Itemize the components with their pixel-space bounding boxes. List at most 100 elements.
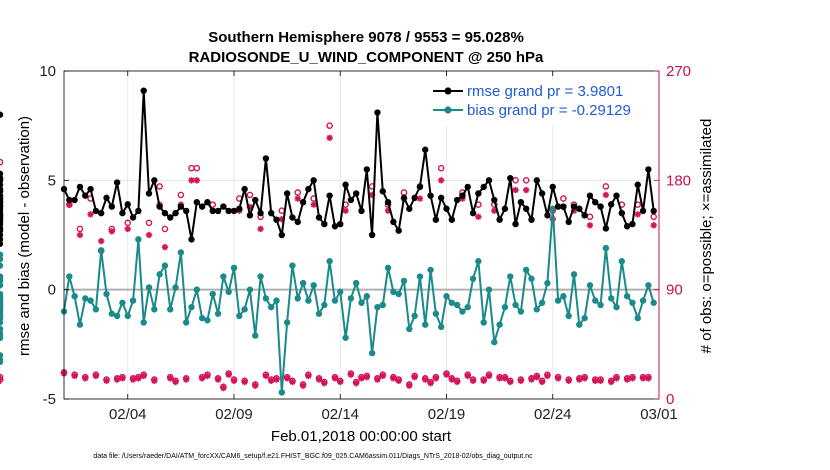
rmse-point xyxy=(645,166,652,173)
rmse-point xyxy=(337,220,344,228)
y-tick-label: 0 xyxy=(48,282,56,299)
bias-point xyxy=(507,273,514,280)
rmse-point xyxy=(565,218,572,226)
obs-assimilated-stroke xyxy=(475,213,482,220)
bias-point xyxy=(634,314,641,322)
rmse-point xyxy=(592,199,599,206)
obs-assimilated-stroke xyxy=(539,379,545,385)
bias-point xyxy=(379,301,386,309)
rmse-point xyxy=(0,185,4,193)
bias-point xyxy=(400,277,408,285)
obs-assimilated-stroke xyxy=(592,377,599,384)
obs-assimilated-marker xyxy=(273,376,280,383)
rmse-point xyxy=(278,231,286,239)
rmse-point xyxy=(586,192,594,199)
bias-point xyxy=(512,301,519,309)
obs-assimilated-stroke xyxy=(135,375,142,382)
bias-point xyxy=(544,279,551,287)
bias-point xyxy=(352,279,360,287)
rmse-point xyxy=(411,194,418,202)
bias-point xyxy=(151,306,158,313)
rmse-point xyxy=(469,209,477,217)
bias-point xyxy=(289,262,296,269)
obs-assimilated-stroke xyxy=(502,375,508,382)
bias-point xyxy=(66,273,73,280)
rmse-point xyxy=(0,111,4,118)
bias-point xyxy=(650,299,657,306)
rmse-point xyxy=(538,190,546,197)
obs-assimilated-marker xyxy=(342,207,349,214)
rmse-point xyxy=(406,205,413,212)
obs-assimilated-stroke xyxy=(406,382,413,389)
obs-assimilated-marker xyxy=(262,372,270,380)
chart-title: Southern Hemisphere 9078 / 9553 = 95.028… xyxy=(208,29,524,46)
bias-point xyxy=(363,293,371,300)
obs-assimilated-stroke xyxy=(624,376,630,383)
rmse-point xyxy=(358,207,365,215)
bias-point xyxy=(448,299,456,306)
obs-assimilated-stroke xyxy=(640,375,646,382)
obs-assimilated-stroke xyxy=(379,373,386,379)
bias-point xyxy=(172,284,179,291)
obs-assimilated-stroke xyxy=(268,377,274,384)
obs-assimilated-marker xyxy=(422,376,429,383)
bias-point xyxy=(623,293,631,300)
rmse-point xyxy=(416,183,424,191)
rmse-point xyxy=(177,203,185,210)
rmse-point xyxy=(82,192,89,199)
obs-assimilated-stroke xyxy=(194,177,200,184)
bias-point xyxy=(119,299,126,306)
obs-assimilated-marker xyxy=(623,376,631,383)
bias-point xyxy=(384,264,392,271)
obs-assimilated-marker xyxy=(597,377,604,384)
rmse-point xyxy=(437,194,445,202)
bias-point xyxy=(0,275,4,282)
obs-possible-marker xyxy=(177,191,185,199)
bias-point xyxy=(262,295,270,302)
legend: rmse grand pr = 3.9801 bias grand pr = -… xyxy=(428,80,652,126)
rmse-point xyxy=(618,209,626,217)
rmse-point xyxy=(0,192,4,199)
bias-point xyxy=(337,288,344,296)
rmse-point xyxy=(326,192,333,199)
rmse-point xyxy=(480,183,487,191)
obs-assimilated-marker xyxy=(427,380,434,387)
obs-assimilated-stroke xyxy=(629,375,636,382)
rmse-point xyxy=(607,201,615,208)
obs-possible-marker xyxy=(650,213,657,221)
bias-point xyxy=(517,308,525,315)
rmse-point xyxy=(512,220,519,228)
bias-point xyxy=(92,306,100,313)
legend-rmse-marker xyxy=(444,87,452,95)
bias-point xyxy=(0,358,4,366)
obs-assimilated-stroke xyxy=(645,375,652,382)
obs-assimilated-stroke xyxy=(119,375,126,382)
bias-point xyxy=(496,321,503,328)
obs-assimilated-marker xyxy=(220,384,227,392)
rmse-point xyxy=(639,207,647,215)
rmse-point xyxy=(273,216,280,223)
rmse-point xyxy=(560,203,567,210)
obs-assimilated-stroke xyxy=(300,382,306,389)
bias-point xyxy=(347,295,355,302)
obs-assimilated-marker xyxy=(241,378,248,386)
obs-assimilated-marker xyxy=(76,231,84,239)
rmse-point xyxy=(204,199,211,206)
rmse-point xyxy=(602,225,610,232)
y-axis-label: rmse and bias (model - observation) xyxy=(16,116,33,356)
y2-tick-label: 270 xyxy=(666,63,691,80)
rmse-point xyxy=(501,205,509,212)
rmse-point xyxy=(113,179,121,186)
obs-possible-marker xyxy=(0,158,4,166)
obs-assimilated-marker xyxy=(321,380,328,387)
obs-assimilated-stroke xyxy=(109,228,115,235)
obs-assimilated-stroke xyxy=(220,385,227,391)
bias-point xyxy=(182,319,190,326)
rmse-point xyxy=(124,201,131,208)
chart-subtitle: RADIOSONDE_U_WIND_COMPONENT @ 250 hPa xyxy=(189,49,544,66)
bias-point xyxy=(538,299,546,306)
rmse-point xyxy=(172,209,179,217)
rmse-point xyxy=(485,177,493,184)
obs-assimilated-stroke xyxy=(77,232,83,238)
obs-assimilated-marker xyxy=(379,372,386,380)
